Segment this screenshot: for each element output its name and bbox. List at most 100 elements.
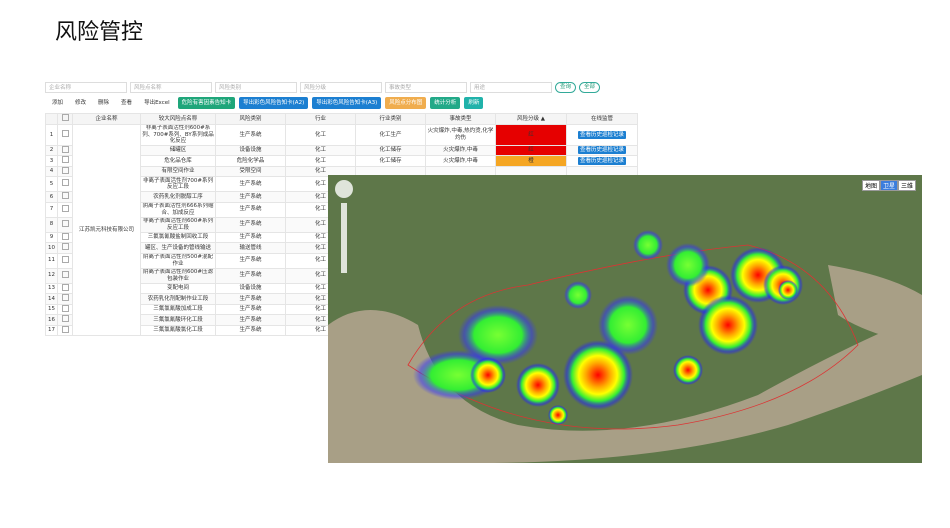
checkbox[interactable] [61,166,69,174]
checkbox[interactable] [61,294,69,301]
page-title: 风险管控 [55,20,144,45]
checkbox[interactable] [61,145,69,153]
checkbox[interactable] [61,219,69,227]
toolbar-button[interactable]: 统计分析 [430,97,461,109]
row-number: 2 [45,144,58,156]
cell: 农药乳化剂脱醇工序 [140,191,216,203]
cell: 化工生产 [355,124,426,146]
filter-input[interactable]: 用途 [470,81,552,93]
row-number: 14 [45,293,58,305]
row-number: 1 [45,124,58,146]
table-row: 1 江苏凯元科技有限公司 非离子表面活性剂600#系列、700#系列、BY系列成品化… [45,124,638,336]
checkbox[interactable] [61,114,69,122]
header-cell: 较大风险点名称 [140,113,216,125]
filter-input[interactable]: 风险类别 [215,81,297,93]
layer-button[interactable]: 地图 [861,180,880,191]
filter-button[interactable]: 查询 [555,81,577,93]
toolbar-button[interactable]: 导出彩色风险告知卡(A3) [312,97,382,109]
checkbox[interactable] [61,283,69,291]
row-checkbox [57,155,73,167]
checkbox[interactable] [61,130,69,137]
row-checkbox [57,282,73,294]
checkbox[interactable] [61,232,69,240]
toolbar-button[interactable]: 导出彩色风险告知卡(A2) [239,97,309,109]
toolbar-button[interactable]: 危险有害因素告知卡 [177,97,236,109]
filter-input[interactable]: 风险点名称 [130,81,212,93]
cell: 三氟氯氰酸环化工段 [140,314,216,326]
cell: 农药乳化剂配制作业工段 [140,293,216,305]
layer-button[interactable]: 卫星 [879,180,898,191]
cell: 三氟氯氰酸盐制回收工段 [140,231,216,243]
header-cell [57,113,73,125]
cell: 非离子表面活性剂600#系列反应工段 [140,216,216,233]
layer-button[interactable]: 三维 [897,180,916,191]
row-number: 6 [45,191,58,203]
checkbox[interactable] [61,179,69,187]
checkbox[interactable] [61,304,69,312]
cell: 变配电间 [140,282,216,294]
row-checkbox [57,144,73,156]
row-number: 17 [45,324,58,336]
cell: 生产系统 [215,252,286,269]
cell: 储罐区 [140,144,216,156]
row-number: 8 [45,216,58,233]
cell: 非离子表面活性剂700#系列反应工段 [140,176,216,192]
row-number: 4 [45,165,58,177]
cell: 三氟氯氰酸加成工段 [140,303,216,315]
filter-input[interactable]: 事故类型 [385,81,467,93]
toolbar-button[interactable]: 风险点分布图 [385,97,427,109]
toolbar-button[interactable]: 导出Excel [144,100,170,106]
cell: 阴离子表面活性剂500#混配作业 [140,252,216,269]
toolbar-button[interactable]: 刷新 [464,97,484,109]
row-checkbox [57,293,73,305]
cell: 受限空间 [215,165,286,177]
cell: 危险化学品 [215,155,286,167]
history-button[interactable]: 查看历史巡检记录 [577,130,626,139]
row-number: 7 [45,201,58,218]
heatmap[interactable]: 地图 卫星 三维 [328,175,922,463]
checkbox[interactable] [61,204,69,212]
cell: 设备设施 [215,282,286,294]
history-button[interactable]: 查看历史巡检记录 [577,146,626,154]
checkbox[interactable] [61,255,69,263]
row-checkbox [57,303,73,315]
cell: 生产系统 [215,267,286,284]
action-cell: 查看历史巡检记录 [566,124,638,146]
filter-input[interactable]: 风险分级 [300,81,382,93]
checkbox[interactable] [61,156,69,163]
header-cell: 风险类别 [215,113,286,125]
risk-level: 橙 [495,155,567,167]
filter-input[interactable]: 企业名称 [45,81,127,93]
checkbox[interactable] [61,315,69,322]
toolbar-button[interactable]: 查看 [121,100,133,106]
cell: 生产系统 [215,176,286,192]
risk-level: 红 [495,124,567,146]
checkbox[interactable] [61,270,69,278]
cell: 化工 [285,155,356,167]
cell: 罐区、生产设备的管线输送 [140,242,216,254]
header-cell: 企业名称 [72,113,141,125]
header-cell: 行业类别 [355,113,426,125]
row-checkbox [57,252,73,269]
cell: 危化品仓库 [140,155,216,167]
toolbar-button[interactable]: 添加 [52,100,64,106]
row-checkbox [57,124,73,146]
checkbox[interactable] [61,192,69,199]
filter-button[interactable]: 全部 [579,81,601,93]
cell: 火灾爆炸,中毒 [425,155,496,167]
checkbox[interactable] [61,243,69,250]
filter-bar: 企业名称 风险点名称 风险类别 风险分级 事故类型 用途 查询 全部 [45,80,637,94]
cell: 生产系统 [215,201,286,218]
cell: 火灾爆炸,中毒,热灼烫,化学灼伤 [425,124,496,146]
cell: 生产系统 [215,314,286,326]
map-canvas [328,175,922,463]
cell: 化工储存 [355,144,426,156]
history-button[interactable]: 查看历史巡检记录 [577,156,626,165]
toolbar-button[interactable]: 修改 [75,100,87,106]
checkbox[interactable] [61,325,69,333]
cell: 三氟氯氰酸氯化工段 [140,324,216,336]
toolbar-button[interactable]: 删除 [98,100,110,106]
action-cell: 查看历史巡检记录 [566,155,638,167]
row-number: 10 [45,242,58,254]
